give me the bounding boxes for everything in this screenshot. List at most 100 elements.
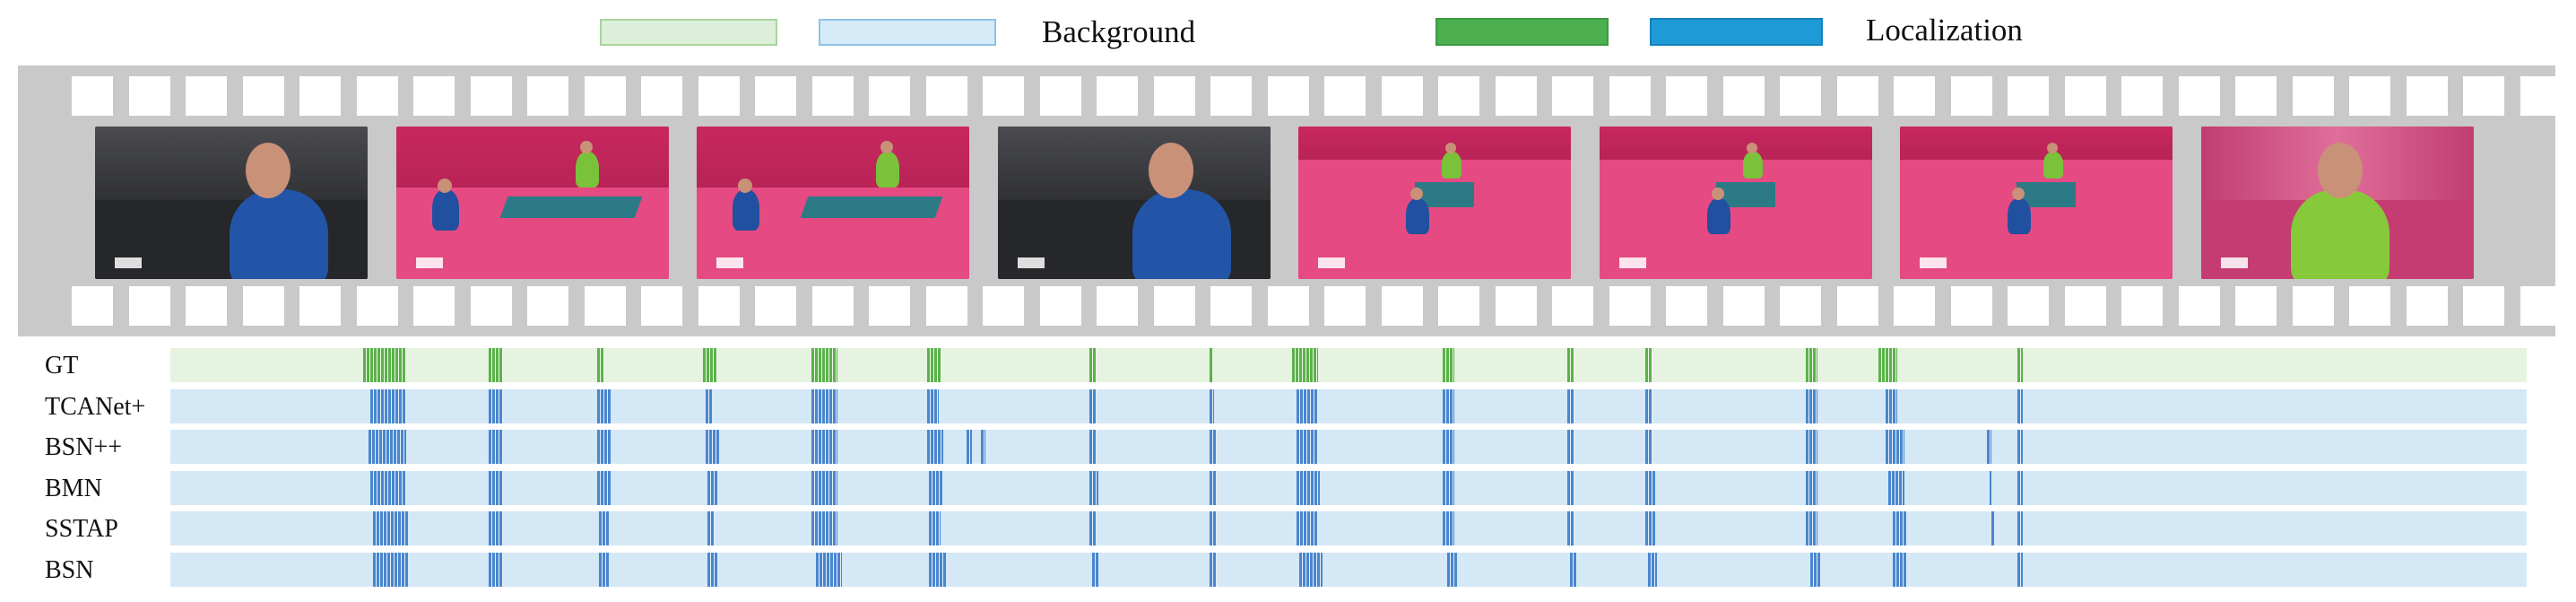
- sprocket-hole: [983, 286, 1024, 326]
- localization-segment: [707, 470, 717, 505]
- background-wall: [395, 127, 669, 188]
- localization-segment: [1645, 388, 1652, 423]
- sprocket-hole: [755, 76, 796, 116]
- sprocket-hole: [1552, 286, 1593, 326]
- sprocket-hole: [1722, 76, 1765, 116]
- sprocket-hole: [1324, 286, 1366, 326]
- sprocket-hole: [2235, 76, 2277, 116]
- sprocket-hole: [2235, 286, 2277, 326]
- sprocket-hole: [1722, 286, 1765, 326]
- sprocket-hole: [242, 286, 284, 326]
- pred-localization-swatch: [1650, 18, 1823, 46]
- localization-segment: [2017, 553, 2023, 587]
- sprocket-hole: [1552, 76, 1593, 116]
- localization-segment: [1209, 348, 1212, 382]
- localization-segment: [488, 553, 503, 587]
- sprocket-hole: [983, 76, 1024, 116]
- sprocket-hole: [2008, 76, 2049, 116]
- localization-segment: [1645, 430, 1652, 465]
- track-bar: [170, 511, 2527, 546]
- localization-segment: [707, 511, 716, 546]
- player-head-icon: [579, 141, 593, 153]
- sprocket-hole: [2520, 286, 2562, 326]
- localization-segment: [926, 348, 941, 382]
- sprocket-hole: [2349, 286, 2390, 326]
- sprocket-hole: [869, 286, 910, 326]
- sprocket-hole: [698, 76, 740, 116]
- localization-segment: [1209, 430, 1217, 465]
- track-bar: [170, 348, 2527, 382]
- localization-segment: [1886, 430, 1905, 465]
- gt-background-swatch: [600, 19, 777, 46]
- sprocket-hole: [2292, 76, 2334, 116]
- score-overlay-icon: [1318, 257, 1345, 268]
- background-wall: [1298, 127, 1571, 161]
- localization-segment: [488, 511, 503, 546]
- sprocket-hole: [1097, 76, 1138, 116]
- localization-segment: [488, 430, 503, 465]
- sprocket-hole: [413, 76, 455, 116]
- localization-segment: [1209, 553, 1217, 587]
- score-overlay-icon: [716, 257, 743, 268]
- localization-segment: [1570, 553, 1577, 587]
- sprocket-hole: [2463, 76, 2504, 116]
- player-green-icon: [876, 152, 899, 188]
- player-head-icon: [1148, 143, 1193, 198]
- sprocket-hole: [2064, 76, 2106, 116]
- localization-segment: [1887, 470, 1905, 505]
- localization-segment: [1805, 430, 1817, 465]
- player-head-icon: [1445, 143, 1456, 153]
- sprocket-hole: [356, 76, 398, 116]
- localization-segment: [488, 470, 503, 505]
- localization-segment: [811, 511, 837, 546]
- video-frame: [997, 127, 1271, 279]
- localization-legend-label: Localization: [1866, 13, 2023, 48]
- sprocket-hole: [470, 286, 512, 326]
- localization-segment: [811, 430, 837, 465]
- localization-segment: [707, 553, 717, 587]
- sprocket-hole: [755, 286, 796, 326]
- sprocket-hole: [2121, 76, 2163, 116]
- sprocket-hole: [2520, 76, 2562, 116]
- table-tennis-table-icon: [499, 196, 642, 218]
- localization-segment: [1209, 388, 1215, 423]
- localization-segment: [370, 388, 406, 423]
- localization-segment: [1810, 553, 1820, 587]
- sprocket-hole: [413, 286, 455, 326]
- sprocket-hole: [1267, 76, 1309, 116]
- localization-segment: [1297, 470, 1321, 505]
- table-tennis-table-icon: [800, 196, 943, 218]
- localization-segment: [368, 430, 406, 465]
- sprocket-hole: [641, 286, 682, 326]
- player-blue-icon: [2008, 198, 2031, 234]
- sprocket-hole: [72, 76, 113, 116]
- sprocket-hole: [2463, 286, 2504, 326]
- localization-segment: [981, 430, 986, 465]
- score-overlay-icon: [1920, 257, 1947, 268]
- sprocket-hole: [1609, 76, 1651, 116]
- localization-segment: [1878, 348, 1898, 382]
- pred-background-swatch: [819, 19, 996, 46]
- track-label-bmn: BMN: [45, 474, 102, 502]
- score-overlay-icon: [1618, 257, 1646, 268]
- player-head-icon: [2012, 188, 2025, 200]
- sprocket-hole: [1210, 286, 1252, 326]
- sprocket-hole: [186, 286, 227, 326]
- localization-segment: [1443, 388, 1455, 423]
- localization-segment: [967, 430, 972, 465]
- localization-segment: [1989, 470, 1992, 505]
- player-green-icon: [1442, 152, 1461, 179]
- localization-segment: [811, 470, 837, 505]
- sprocket-hole: [299, 286, 341, 326]
- localization-segment: [1089, 348, 1097, 382]
- background-wall: [697, 127, 969, 188]
- sprocket-hole: [1894, 286, 1935, 326]
- sprocket-hole: [72, 286, 113, 326]
- localization-segment: [1645, 511, 1655, 546]
- score-overlay-icon: [2220, 257, 2248, 268]
- video-frame: [1599, 127, 1872, 279]
- sprocket-hole: [2064, 286, 2106, 326]
- localization-segment: [1567, 348, 1575, 382]
- localization-segment: [373, 511, 409, 546]
- sprocket-hole: [242, 76, 284, 116]
